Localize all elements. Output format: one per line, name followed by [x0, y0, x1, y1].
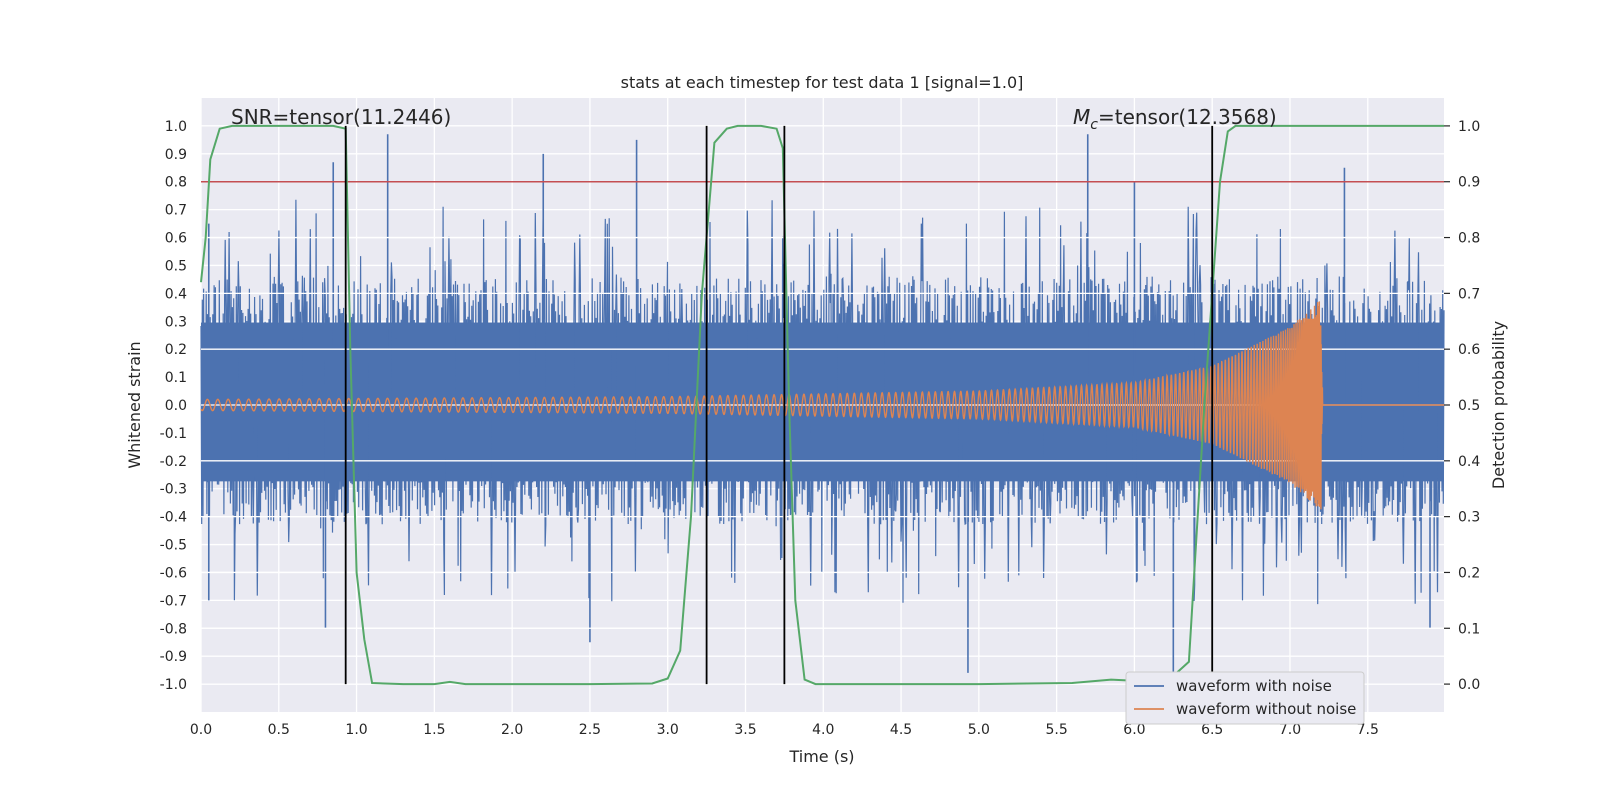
y-tick-label: 0.8	[165, 175, 187, 191]
snr-annotation: SNR=tensor(11.2446)	[231, 105, 451, 129]
x-axis-label: Time (s)	[788, 747, 854, 766]
x-tick-label: 6.0	[1123, 722, 1145, 738]
y-tick-label: 0.6	[165, 231, 187, 247]
vertical-markers	[344, 125, 1214, 685]
x-tick-label: 1.0	[345, 722, 367, 738]
x-tick-label: 3.0	[657, 722, 679, 738]
x-tick-label: 7.5	[1357, 722, 1379, 738]
y-tick-label: 0.3	[165, 314, 187, 330]
y-tick-label: -0.3	[160, 482, 187, 498]
y2-tick-label: 1.0	[1458, 119, 1480, 135]
x-tick-label: 1.5	[423, 722, 445, 738]
y2-tick-label: 0.2	[1458, 565, 1480, 581]
y2-tick-label: 0.7	[1458, 286, 1480, 302]
x-tick-label: 5.5	[1045, 722, 1067, 738]
x-tick-label: 0.5	[268, 722, 290, 738]
y-axis-ticks: 1.0 0.9 0.8 0.7 0.6 0.5 0.4 0.3 0.2 0.1 0.0 -0.1 -0.…	[160, 119, 187, 693]
y-tick-label: 0.2	[165, 342, 187, 358]
clean-waveform-line	[200, 301, 1444, 510]
legend-box	[1125, 671, 1365, 725]
y-tick-label: -0.5	[160, 538, 187, 554]
chirp-mass-annotation: Mc=tensor(12.3568)	[1073, 105, 1277, 133]
y2-tick-label: 0.4	[1458, 454, 1480, 470]
x-tick-label: 4.0	[812, 722, 834, 738]
waveform-without-noise-series	[200, 301, 1444, 510]
x-tick-label: 2.0	[501, 722, 523, 738]
chart-title: stats at each timestep for test data 1 […	[621, 73, 1024, 92]
y-tick-label: 0.9	[165, 147, 187, 163]
y2-tick-label: 0.6	[1458, 342, 1480, 358]
x-tick-label: 6.5	[1201, 722, 1223, 738]
x-tick-label: 0.0	[190, 722, 212, 738]
x-tick-label: 2.5	[579, 722, 601, 738]
y-tick-label: -0.2	[160, 454, 187, 470]
y2-tick-label: 0.3	[1458, 510, 1480, 526]
y2-axis-label: Detection probability	[1489, 321, 1508, 489]
legend: waveform with noise waveform without noi…	[1125, 671, 1365, 725]
y-tick-label: -0.8	[160, 621, 187, 637]
y-tick-label: -1.0	[160, 677, 187, 693]
y-tick-label: 0.0	[165, 398, 187, 414]
y-tick-label: 0.4	[165, 286, 187, 302]
x-axis-ticks: 0.0 0.5 1.0 1.5 2.0 2.5 3.0 3.5 4.0 4.5 5.0 5.5 6.0 6…	[190, 722, 1379, 738]
y-tick-label: -0.1	[160, 426, 187, 442]
chirp-mass-symbol: M	[1073, 105, 1090, 129]
legend-label-noise: waveform with noise	[1176, 677, 1332, 695]
x-tick-label: 3.5	[734, 722, 756, 738]
y2-axis-ticks: 1.0 0.9 0.8 0.7 0.6 0.5 0.4 0.3 0.2 0.1 0.0	[1444, 119, 1480, 693]
y-axis-label: Whitened strain	[125, 341, 144, 468]
y2-tick-label: 0.0	[1458, 677, 1480, 693]
x-tick-label: 7.0	[1279, 722, 1301, 738]
y2-tick-label: 0.1	[1458, 621, 1480, 637]
x-tick-label: 5.0	[968, 722, 990, 738]
x-tick-label: 4.5	[890, 722, 912, 738]
y-tick-label: -0.6	[160, 565, 187, 581]
y-tick-label: -0.7	[160, 593, 187, 609]
y2-tick-label: 0.5	[1458, 398, 1480, 414]
y2-tick-label: 0.9	[1458, 175, 1480, 191]
y-tick-label: 0.5	[165, 258, 187, 274]
y-tick-label: 0.7	[165, 203, 187, 219]
y-tick-label: 0.1	[165, 370, 187, 386]
y-tick-label: 1.0	[165, 119, 187, 135]
legend-label-clean: waveform without noise	[1176, 700, 1356, 718]
y-tick-label: -0.9	[160, 649, 187, 665]
y2-tick-label: 0.8	[1458, 231, 1480, 247]
chirp-mass-subscript: c	[1090, 117, 1098, 133]
chirp-mass-value: =tensor(12.3568)	[1098, 105, 1277, 129]
y-tick-label: -0.4	[160, 510, 187, 526]
